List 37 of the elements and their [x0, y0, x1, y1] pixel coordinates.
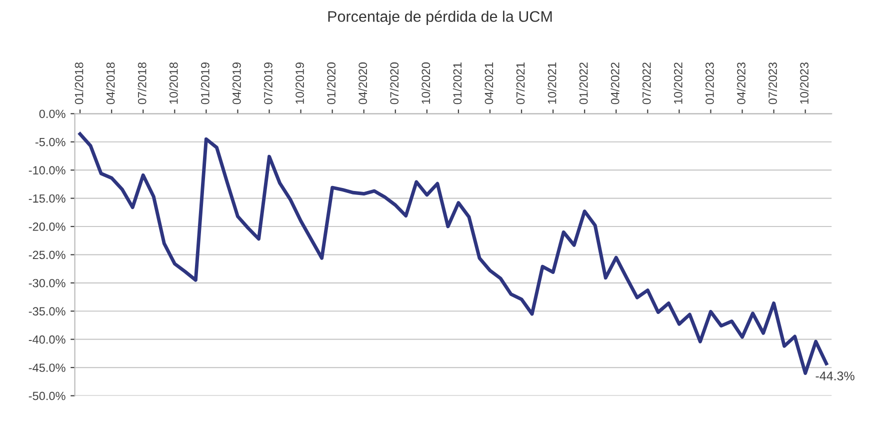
y-tick-label: -10.0% [28, 166, 66, 174]
x-tick-label: 07/2019 [264, 62, 272, 104]
x-tick-label: 01/2022 [579, 62, 588, 104]
x-tick-label: 04/2020 [358, 62, 368, 104]
x-tick-label: 07/2022 [642, 62, 651, 104]
y-tick-label: -35.0% [28, 307, 66, 316]
x-tick-label: 04/2018 [106, 62, 115, 104]
y-tick-label: -20.0% [28, 222, 66, 231]
x-tick-label: 10/2023 [800, 62, 808, 104]
y-tick-label: -15.0% [28, 194, 66, 203]
y-tick-label: 0.0% [39, 110, 66, 118]
x-tick-label: 01/2018 [74, 62, 84, 104]
x-tick-label: 07/2020 [390, 62, 399, 104]
annotation: -44.3% [816, 372, 854, 380]
y-tick-label: -25.0% [28, 250, 66, 260]
y-tick-label: -40.0% [28, 335, 66, 344]
x-tick-label: 10/2021 [548, 62, 556, 104]
y-tick-label: -30.0% [28, 278, 66, 288]
x-tick-label: 04/2019 [232, 62, 241, 104]
x-tick-label: 10/2019 [295, 62, 304, 104]
x-tick-label: 01/2023 [705, 62, 714, 104]
x-tick-label: 04/2022 [610, 62, 620, 104]
x-tick-label: 01/2020 [326, 62, 336, 104]
x-tick-label: 01/2021 [452, 62, 462, 104]
x-tick-label: 04/2021 [484, 62, 494, 104]
x-tick-label: 07/2023 [768, 62, 777, 104]
x-tick-label: 01/2019 [200, 62, 210, 104]
y-tick-label: -45.0% [28, 364, 66, 372]
x-tick-label: 07/2018 [138, 62, 146, 104]
x-tick-label: 10/2022 [674, 62, 682, 104]
y-tick-label: -50.0% [28, 392, 66, 400]
x-tick-label: 04/2023 [736, 62, 746, 104]
chart-title: Porcentaje de pérdida de la UCM [328, 10, 552, 25]
y-tick-label: -5.0% [35, 138, 66, 146]
x-tick-label: 10/2018 [169, 62, 178, 104]
x-tick-label: 10/2020 [421, 62, 430, 104]
x-tick-label: 07/2021 [516, 62, 525, 104]
